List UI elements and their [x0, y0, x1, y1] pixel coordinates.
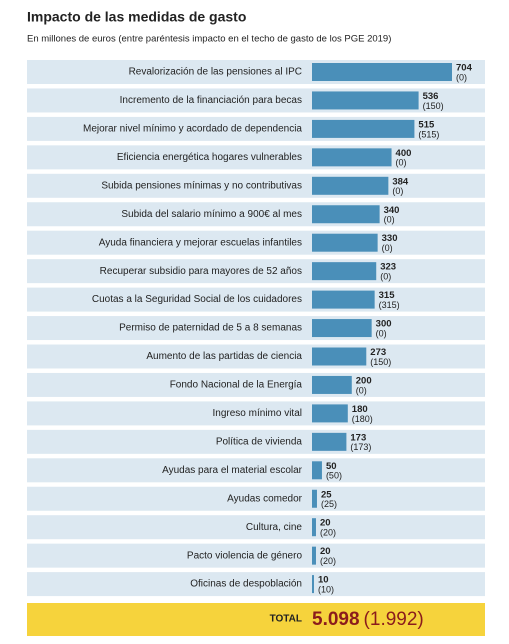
- category-label: Revalorización de las pensiones al IPC: [129, 67, 302, 78]
- category-label: Recuperar subsidio para mayores de 52 añ…: [100, 266, 302, 277]
- bar: [312, 205, 380, 224]
- bar: [312, 432, 347, 451]
- row-band: [27, 287, 485, 312]
- bar: [312, 347, 367, 366]
- bar: [312, 518, 316, 537]
- value-label: 330: [382, 233, 398, 244]
- ceiling-value-label: (150): [423, 101, 444, 111]
- bar: [312, 233, 378, 252]
- category-label: Subida del salario mínimo a 900€ al mes: [121, 209, 302, 220]
- category-label: Eficiencia energética hogares vulnerable…: [117, 152, 302, 163]
- row-band: [27, 344, 485, 369]
- ceiling-value-label: (50): [326, 471, 342, 481]
- value-label: 704: [456, 63, 473, 74]
- ceiling-value-label: (0): [380, 272, 391, 282]
- bar: [312, 489, 317, 508]
- value-label: 384: [392, 176, 409, 187]
- ceiling-value-label: (25): [321, 499, 337, 509]
- ceiling-value-label: (315): [379, 300, 400, 310]
- value-label: 50: [326, 461, 337, 472]
- row-band: [27, 458, 485, 483]
- category-label: Ingreso mínimo vital: [213, 408, 302, 419]
- value-label: 180: [352, 404, 368, 415]
- row-band: [27, 543, 485, 568]
- chart-title: Impacto de las medidas de gasto: [27, 9, 246, 25]
- ceiling-value-label: (0): [382, 243, 393, 253]
- category-label: Mejorar nivel mínimo y acordado de depen…: [83, 124, 302, 135]
- ceiling-value-label: (180): [352, 414, 373, 424]
- value-label: 173: [350, 432, 366, 443]
- bar: [312, 461, 322, 480]
- category-label: Política de vivienda: [216, 436, 303, 447]
- row-band: [27, 486, 485, 511]
- value-label: 273: [370, 347, 386, 358]
- value-label: 20: [320, 546, 331, 557]
- bar: [312, 375, 352, 394]
- value-label: 200: [356, 375, 372, 386]
- total-value: 5.098: [312, 609, 360, 630]
- value-label: 515: [418, 119, 435, 130]
- value-label: 400: [396, 148, 412, 159]
- category-label: Cultura, cine: [246, 522, 303, 533]
- bar: [312, 319, 372, 338]
- category-label: Ayuda financiera y mejorar escuelas infa…: [99, 237, 302, 248]
- ceiling-value-label: (0): [376, 328, 387, 338]
- category-label: Pacto violencia de género: [187, 550, 303, 561]
- category-label: Oficinas de despoblación: [190, 579, 302, 590]
- category-label: Ayudas para el material escolar: [162, 465, 303, 476]
- total-ceiling-value: (1.992): [364, 609, 424, 630]
- ceiling-value-label: (150): [370, 357, 391, 367]
- category-label: Incremento de la financiación para becas: [120, 95, 302, 106]
- category-label: Cuotas a la Seguridad Social de los cuid…: [92, 294, 302, 305]
- value-label: 340: [384, 205, 400, 216]
- bar: [312, 262, 377, 281]
- total-band: [27, 603, 485, 636]
- ceiling-value-label: (173): [350, 442, 371, 452]
- bar: [312, 404, 348, 423]
- row-band: [27, 401, 485, 426]
- ceiling-value-label: (0): [356, 385, 367, 395]
- row-band: [27, 515, 485, 540]
- ceiling-value-label: (20): [320, 556, 336, 566]
- row-band: [27, 572, 485, 597]
- row-band: [27, 230, 485, 255]
- bar: [312, 176, 389, 195]
- category-label: Subida pensiones mínimas y no contributi…: [101, 180, 302, 191]
- ceiling-value-label: (20): [320, 528, 336, 538]
- ceiling-value-label: (0): [384, 215, 395, 225]
- bar: [312, 546, 316, 565]
- bar: [312, 119, 415, 138]
- bar: [312, 290, 375, 309]
- row-band: [27, 429, 485, 454]
- ceiling-value-label: (515): [418, 129, 439, 139]
- value-label: 10: [318, 575, 329, 586]
- ceiling-value-label: (0): [456, 72, 467, 82]
- value-label: 25: [321, 489, 332, 500]
- bar: [312, 91, 419, 110]
- value-label: 315: [379, 290, 396, 301]
- row-band: [27, 316, 485, 341]
- total-label: TOTAL: [270, 614, 302, 625]
- ceiling-value-label: (0): [392, 186, 403, 196]
- row-band: [27, 202, 485, 227]
- category-label: Aumento de las partidas de ciencia: [146, 351, 302, 362]
- bar: [312, 575, 314, 594]
- chart-subtitle: En millones de euros (entre paréntesis i…: [27, 34, 391, 45]
- category-label: Fondo Nacional de la Energía: [170, 380, 303, 391]
- ceiling-value-label: (0): [396, 158, 407, 168]
- row-band: [27, 372, 485, 397]
- row-band: [27, 173, 485, 198]
- bar: [312, 148, 392, 167]
- value-label: 300: [376, 319, 392, 330]
- ceiling-value-label: (10): [318, 584, 334, 594]
- value-label: 323: [380, 262, 396, 273]
- category-label: Ayudas comedor: [227, 493, 303, 504]
- category-label: Permiso de paternidad de 5 a 8 semanas: [119, 323, 302, 334]
- row-band: [27, 145, 485, 170]
- bar: [312, 63, 452, 81]
- value-label: 20: [320, 518, 331, 529]
- row-band: [27, 259, 485, 284]
- value-label: 536: [423, 91, 439, 102]
